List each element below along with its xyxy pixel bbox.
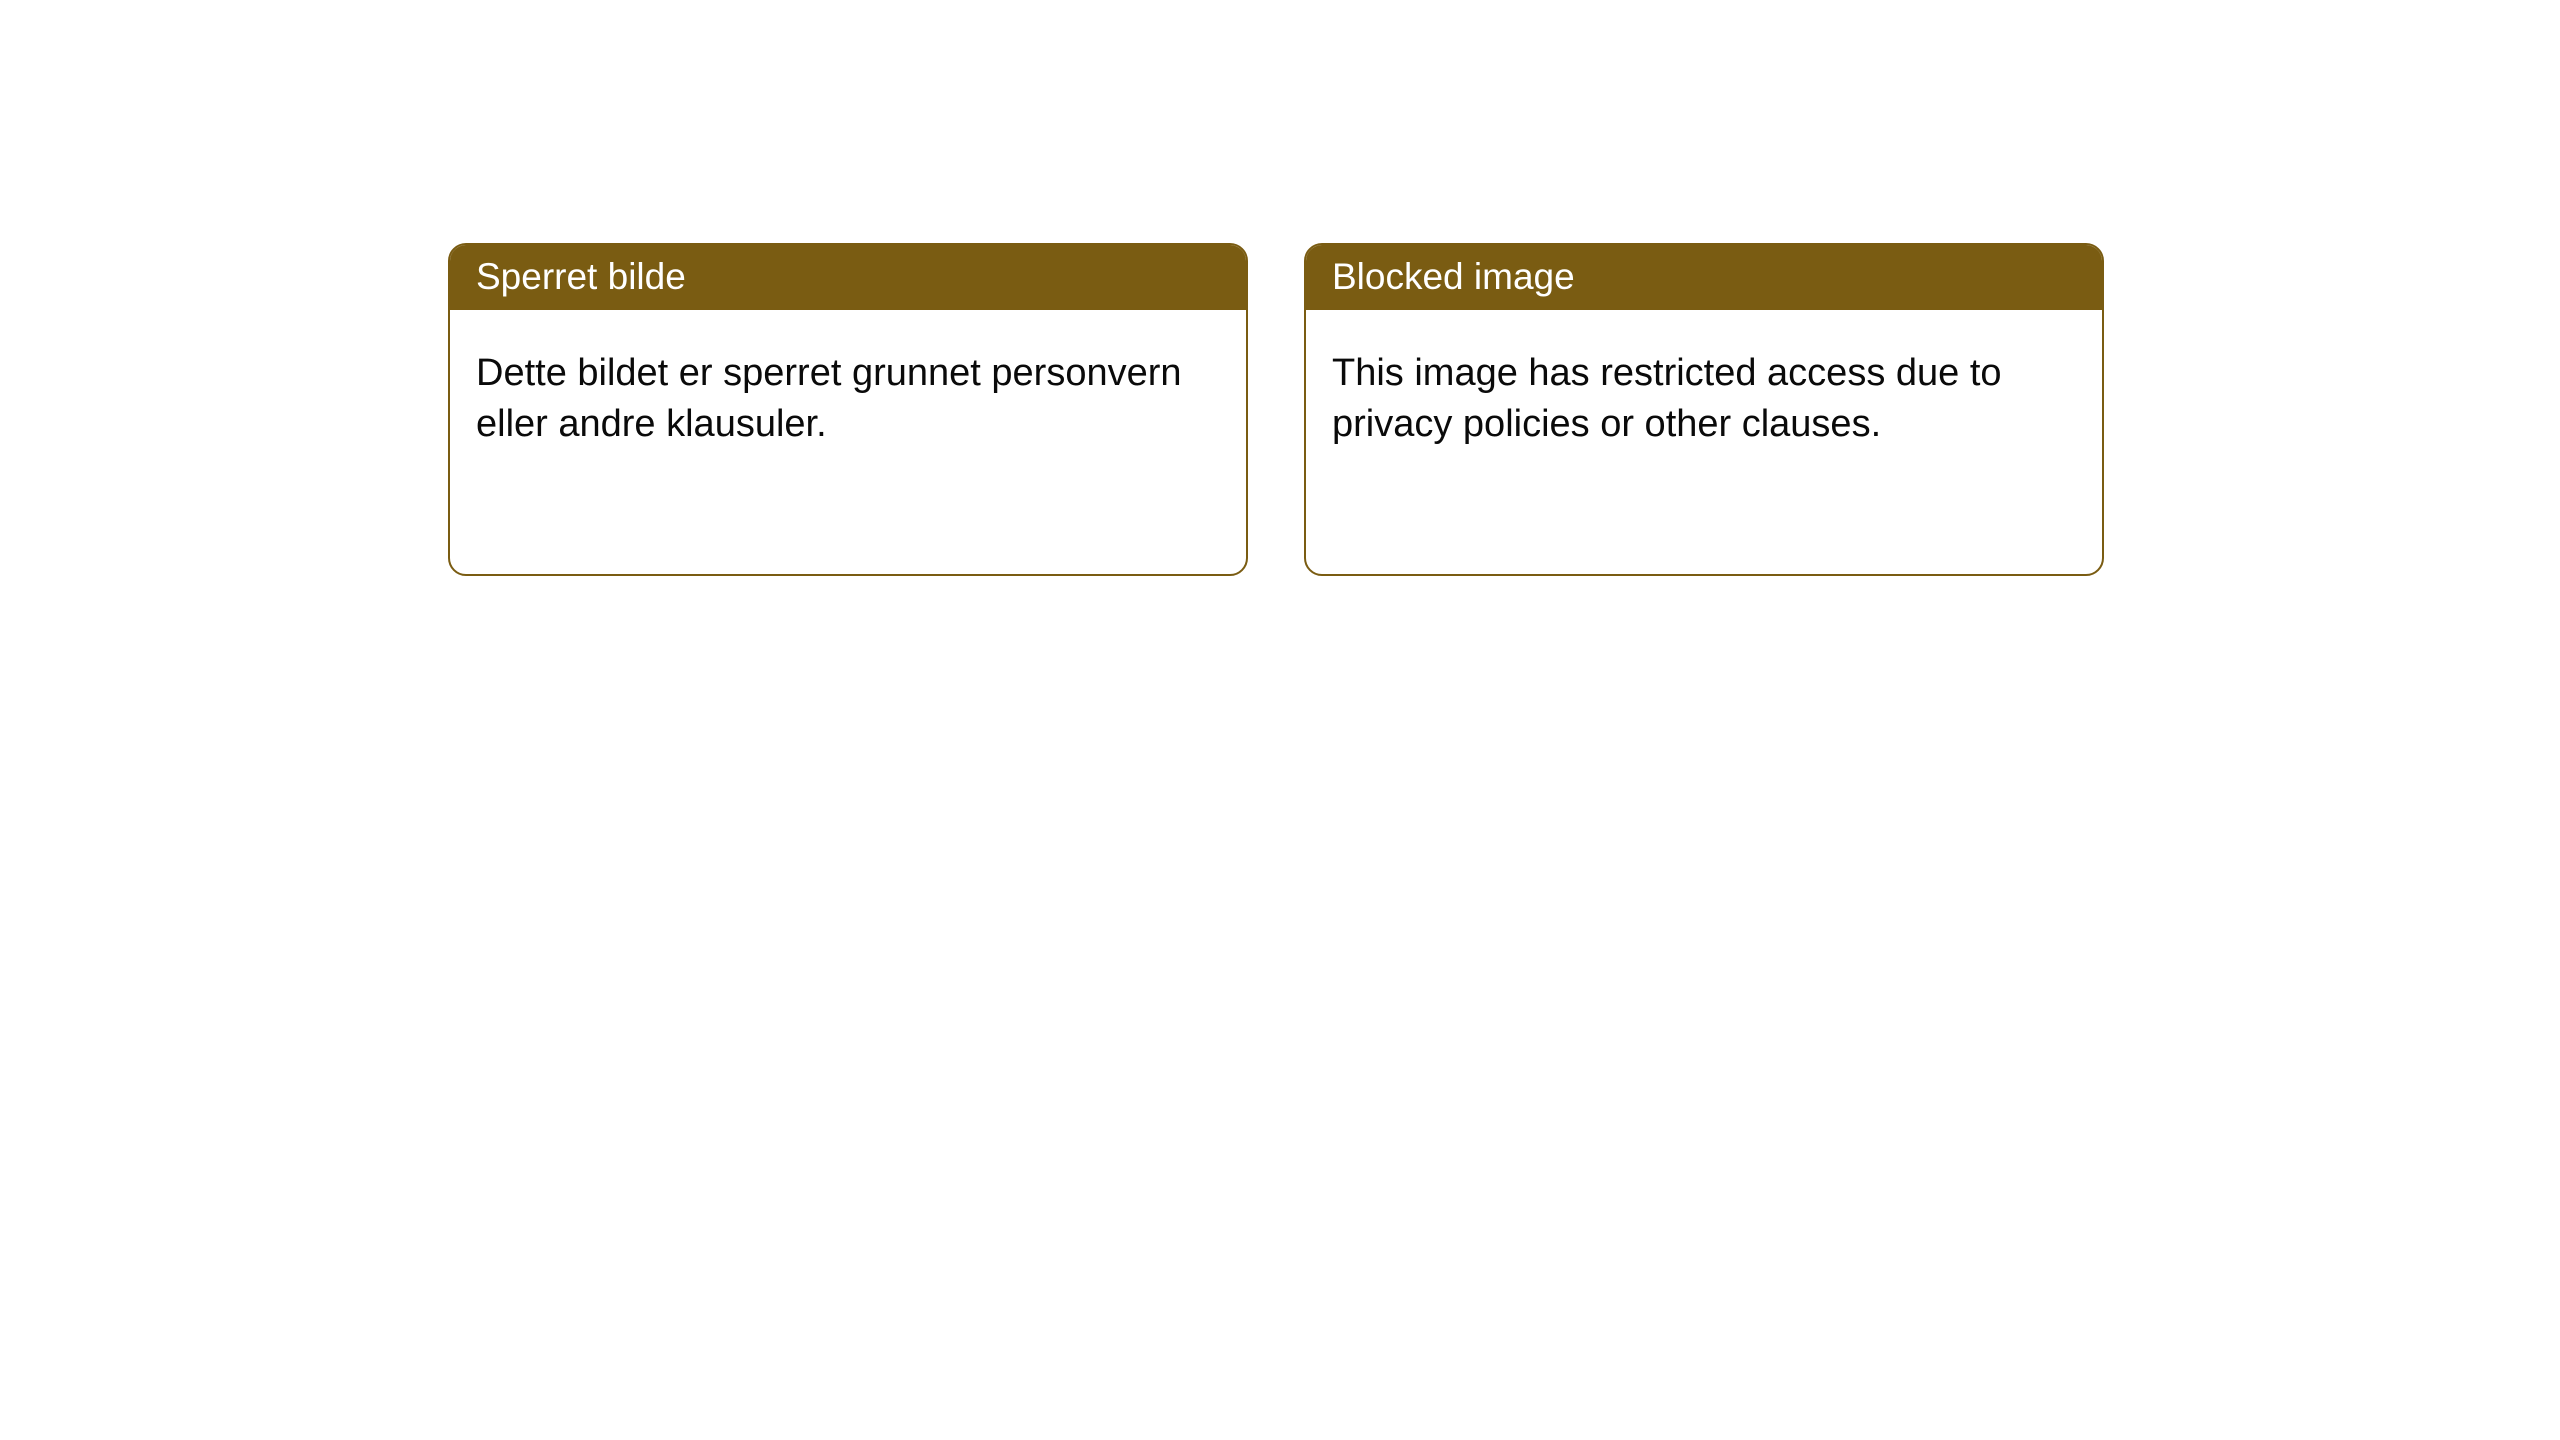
card-header-en: Blocked image (1306, 245, 2102, 310)
card-header-no: Sperret bilde (450, 245, 1246, 310)
blocked-image-card-en: Blocked image This image has restricted … (1304, 243, 2104, 576)
notice-container: Sperret bilde Dette bildet er sperret gr… (448, 243, 2104, 576)
card-body-no: Dette bildet er sperret grunnet personve… (450, 310, 1246, 477)
blocked-image-card-no: Sperret bilde Dette bildet er sperret gr… (448, 243, 1248, 576)
card-body-en: This image has restricted access due to … (1306, 310, 2102, 477)
